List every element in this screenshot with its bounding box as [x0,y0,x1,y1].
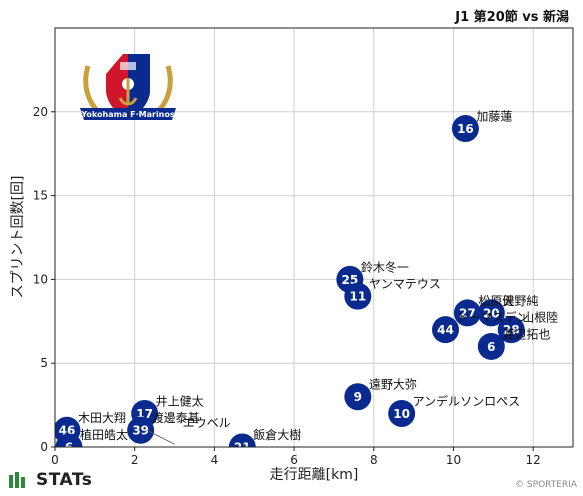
player-point [344,383,372,411]
player-point [431,316,459,344]
player-number: 6 [65,441,73,455]
player-name-label: 山根陸 [522,311,558,325]
club-logo: Yokohama F·Marinos [80,54,176,121]
logo-text: Yokohama F·Marinos [80,110,175,119]
x-tick-label: 10 [446,453,461,467]
player-point [228,433,256,447]
player-name-label: 天野純 [502,294,538,308]
y-tick-label: 5 [40,356,48,370]
player-point [453,299,481,327]
player-number: 21 [234,441,251,455]
axis-ticks: 0 2 4 6 8 10 12 0 5 10 15 20 [33,105,541,467]
player-name-label: 鈴木冬一 [361,259,409,274]
player-name-label: 加藤蓮 [476,110,512,124]
player-point [451,115,479,143]
x-tick-label: 12 [526,453,541,467]
x-tick-label: 2 [131,453,139,467]
point-labels: 加藤蓮鈴木冬一ヤンマテウス松原健天野純山根陸トーマスデン渡辺拓也遠野大弥アンデル… [78,110,558,445]
player-name-label: 井上健太 [156,393,204,408]
player-point [55,433,83,447]
chart-title: J1 第20節 vs 新潟 [455,10,569,25]
player-point [127,416,155,444]
x-tick-label: 8 [370,453,378,467]
y-tick-label: 10 [33,272,48,286]
player-number: 20 [483,306,500,320]
x-tick-label: 4 [211,453,219,467]
player-number: 39 [132,424,149,438]
plot-border [54,27,574,448]
player-number: 9 [354,390,362,404]
player-name-label: アンデルソンロペス [413,393,521,408]
player-point [477,332,505,360]
player-number: 27 [459,306,476,320]
y-tick-label: 15 [33,189,48,203]
player-point [497,316,525,344]
player-name-label: 渡邊泰基 [152,410,200,425]
player-name-label: エウベル [183,416,231,430]
stats-brand-text: STATs [36,470,93,490]
player-name-label: ヤンマテウス [369,277,441,291]
player-number: 44 [437,323,454,337]
stats-brand: STATs [8,470,92,490]
x-tick-label: 6 [290,453,298,467]
y-axis-label: スプリント回数[回] [10,176,26,299]
y-tick-label: 20 [33,105,48,119]
player-point [388,399,416,427]
y-tick-label: 0 [40,440,48,454]
player-number: 16 [457,122,474,136]
player-name-label: 飯倉大樹 [253,427,301,442]
player-name-label: 木田大翔 [78,411,126,425]
player-number: 28 [503,323,520,337]
player-name-label: 松原健 [478,294,514,308]
copyright: © SPORTERIA [515,480,577,490]
x-axis-label: 走行距離[km] [270,466,359,483]
player-number: 10 [393,407,410,421]
x-tick-label: 0 [51,453,59,467]
stats-logo-icon [9,472,25,488]
label-leader-line [146,429,175,445]
player-name-label: 植田皓太 [80,427,128,442]
player-point [344,282,372,310]
player-number: 11 [349,290,366,304]
player-number: 6 [487,340,495,354]
player-point [477,299,505,327]
player-name-label: トーマスデン [456,310,528,325]
player-name-label: 遠野大弥 [369,377,417,392]
player-name-label: 渡辺拓也 [502,326,550,341]
